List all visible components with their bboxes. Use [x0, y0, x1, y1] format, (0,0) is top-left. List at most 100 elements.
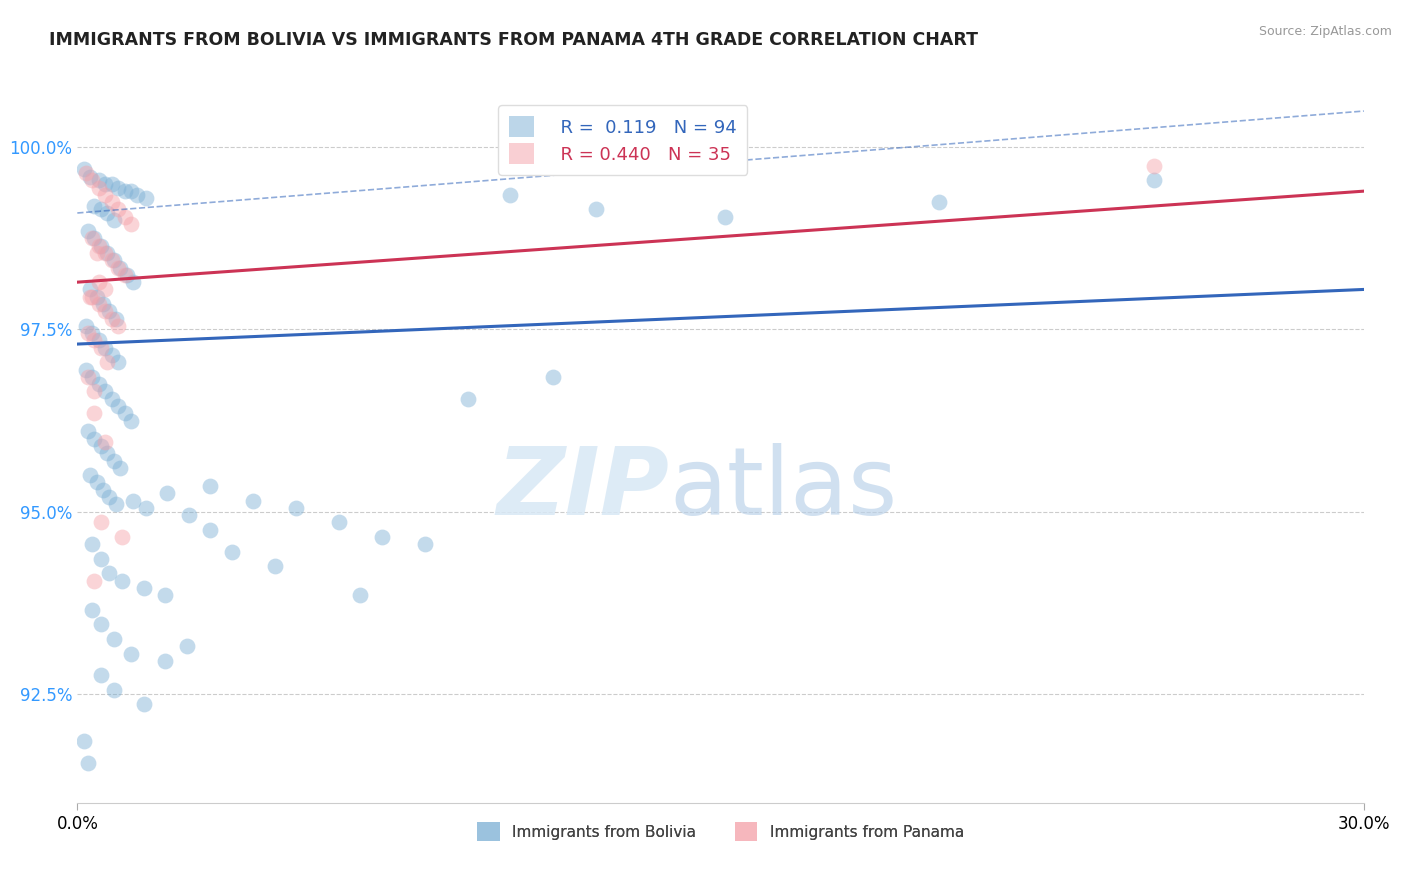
- Point: [82, 173, 104, 187]
- Point: [94, 435, 117, 450]
- Point: [83, 334, 105, 348]
- Text: ZIP: ZIP: [496, 442, 669, 535]
- Point: [413, 537, 436, 551]
- Point: [543, 369, 565, 384]
- Point: [103, 453, 125, 467]
- Point: [87, 377, 110, 392]
- Point: [82, 537, 104, 551]
- Point: [115, 268, 138, 282]
- Point: [86, 475, 108, 490]
- Point: [73, 734, 96, 748]
- Point: [79, 282, 101, 296]
- Point: [100, 177, 122, 191]
- Point: [77, 224, 100, 238]
- Point: [110, 460, 132, 475]
- Point: [90, 239, 112, 253]
- Text: IMMIGRANTS FROM BOLIVIA VS IMMIGRANTS FROM PANAMA 4TH GRADE CORRELATION CHART: IMMIGRANTS FROM BOLIVIA VS IMMIGRANTS FR…: [49, 31, 979, 49]
- Point: [100, 311, 122, 326]
- Point: [90, 516, 112, 530]
- Point: [1143, 159, 1166, 173]
- Point: [83, 231, 105, 245]
- Point: [83, 432, 105, 446]
- Point: [114, 210, 136, 224]
- Point: [79, 169, 101, 184]
- Point: [87, 173, 110, 187]
- Point: [73, 162, 96, 177]
- Legend: Immigrants from Bolivia, Immigrants from Panama: Immigrants from Bolivia, Immigrants from…: [470, 814, 972, 848]
- Point: [107, 202, 129, 217]
- Point: [94, 246, 117, 260]
- Point: [90, 617, 112, 632]
- Point: [77, 326, 100, 340]
- Point: [156, 486, 179, 500]
- Point: [585, 202, 607, 217]
- Point: [107, 318, 129, 333]
- Point: [111, 574, 134, 588]
- Point: [1143, 173, 1166, 187]
- Point: [91, 297, 114, 311]
- Text: atlas: atlas: [669, 442, 897, 535]
- Point: [107, 399, 129, 413]
- Point: [87, 275, 110, 289]
- Point: [200, 479, 222, 493]
- Text: Source: ZipAtlas.com: Source: ZipAtlas.com: [1258, 25, 1392, 38]
- Point: [98, 304, 121, 318]
- Point: [82, 290, 104, 304]
- Point: [127, 187, 149, 202]
- Point: [104, 311, 127, 326]
- Point: [104, 497, 127, 511]
- Point: [91, 483, 114, 497]
- Point: [100, 253, 122, 268]
- Point: [110, 260, 132, 275]
- Point: [100, 348, 122, 362]
- Point: [86, 246, 108, 260]
- Point: [120, 647, 142, 661]
- Point: [90, 341, 112, 355]
- Point: [77, 756, 100, 770]
- Point: [90, 439, 112, 453]
- Point: [457, 392, 479, 406]
- Point: [90, 552, 112, 566]
- Point: [77, 369, 100, 384]
- Point: [90, 202, 112, 217]
- Point: [122, 493, 145, 508]
- Point: [94, 187, 117, 202]
- Point: [96, 206, 118, 220]
- Point: [82, 231, 104, 245]
- Point: [263, 559, 285, 574]
- Point: [132, 581, 155, 595]
- Point: [79, 468, 101, 483]
- Point: [371, 530, 394, 544]
- Point: [176, 639, 198, 653]
- Point: [107, 355, 129, 369]
- Point: [87, 334, 110, 348]
- Point: [96, 355, 118, 369]
- Point: [349, 588, 371, 602]
- Point: [499, 187, 522, 202]
- Point: [177, 508, 200, 523]
- Point: [75, 362, 97, 376]
- Point: [155, 588, 177, 602]
- Point: [86, 290, 108, 304]
- Point: [83, 574, 105, 588]
- Point: [87, 180, 110, 194]
- Point: [120, 217, 142, 231]
- Point: [100, 195, 122, 210]
- Point: [328, 516, 350, 530]
- Point: [77, 425, 100, 439]
- Point: [114, 406, 136, 420]
- Point: [242, 493, 264, 508]
- Point: [103, 253, 125, 268]
- Point: [135, 500, 157, 515]
- Point: [82, 326, 104, 340]
- Point: [94, 384, 117, 399]
- Point: [103, 632, 125, 646]
- Point: [285, 500, 308, 515]
- Point: [82, 369, 104, 384]
- Point: [111, 530, 134, 544]
- Point: [87, 239, 110, 253]
- Point: [90, 668, 112, 682]
- Point: [103, 682, 125, 697]
- Point: [98, 490, 121, 504]
- Point: [103, 213, 125, 227]
